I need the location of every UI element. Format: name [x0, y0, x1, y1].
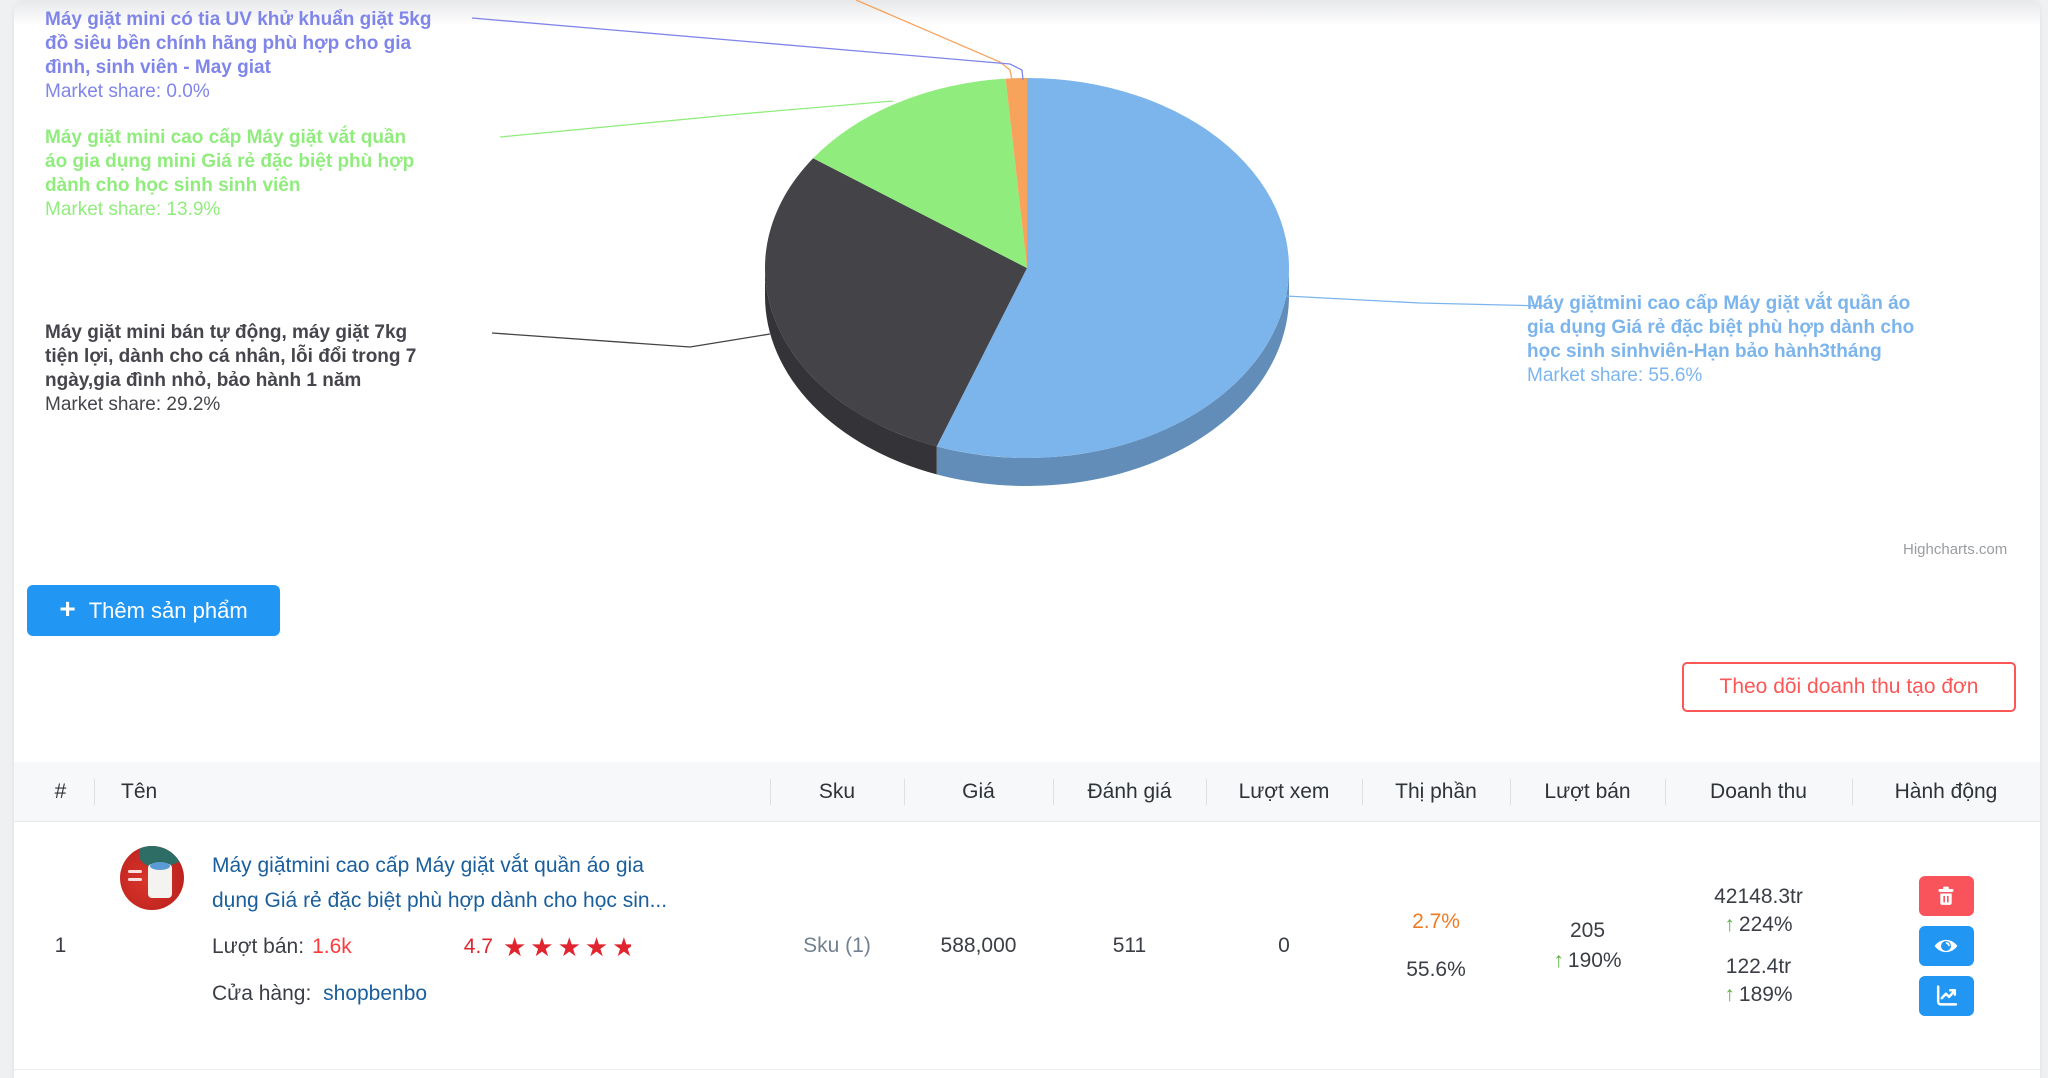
price-cell: 588,000 — [940, 933, 1017, 957]
revenue-recent: 122.4tr — [1725, 954, 1792, 978]
revenue-cell: 42148.3tr ↑ 224% 122.4tr ↑ 189% — [1665, 822, 1852, 1069]
add-product-button[interactable]: + Thêm sản phẩm — [27, 585, 280, 636]
actions-cell — [1852, 822, 2040, 1069]
product-image[interactable] — [120, 846, 184, 910]
pie-label-connector — [491, 332, 771, 348]
sold-cell: 205 ↑ 190% — [1510, 822, 1665, 1069]
delete-button[interactable] — [1918, 875, 1974, 916]
product-name-link[interactable]: Máy giặtmini cao cấp Máy giặt vắt quần á… — [212, 854, 668, 912]
view-button[interactable] — [1918, 925, 1974, 966]
col-header-sku: Sku — [770, 762, 904, 821]
track-revenue-button[interactable]: Theo dõi doanh thu tạo đơn — [1682, 662, 2016, 712]
sold-count: 205 — [1569, 918, 1606, 942]
eye-icon — [1934, 939, 1958, 952]
sold-growth: 190% — [1567, 948, 1622, 972]
pie-label-connector — [1285, 295, 1546, 307]
add-product-label: Thêm sản phẩm — [88, 597, 248, 623]
sold-label: Lượt bán: — [212, 935, 305, 958]
col-header-index: # — [54, 779, 67, 803]
pie-slice[interactable] — [1005, 78, 1027, 268]
sku-cell[interactable]: Sku (1) — [803, 933, 871, 957]
revenue-total: 42148.3tr — [1714, 884, 1803, 908]
pie-chart-canvas[interactable] — [14, 0, 2040, 740]
table-header: # Tên Sku Giá Đánh giá Lượt xem Thị phần… — [14, 762, 2040, 822]
view-count-cell: 0 — [1278, 933, 1290, 957]
pie-slice[interactable] — [936, 78, 1289, 458]
pie-slice[interactable] — [813, 78, 1027, 268]
col-header-revenue: Doanh thu — [1665, 762, 1852, 821]
pie-slice-side[interactable] — [936, 268, 1289, 486]
row-index: 1 — [54, 933, 67, 957]
up-arrow-icon: ↑ — [1553, 948, 1564, 972]
review-count-cell: 511 — [1112, 933, 1147, 957]
share-total: 55.6% — [1406, 957, 1466, 981]
store-label: Cửa hàng: — [212, 982, 312, 1005]
revenue-total-growth: 224% — [1738, 912, 1793, 936]
up-arrow-icon: ↑ — [1724, 912, 1735, 936]
col-header-actions: Hành động — [1852, 762, 2040, 821]
pie-slice-side[interactable] — [765, 268, 937, 475]
store-link[interactable]: shopbenbo — [323, 982, 428, 1005]
plus-icon: + — [59, 593, 76, 624]
pie-label-connector — [471, 17, 1024, 81]
share-recent: 2.7% — [1412, 909, 1460, 933]
col-header-price: Giá — [904, 762, 1053, 821]
market-share-cell: 2.7% 55.6% — [1362, 822, 1510, 1069]
sold-value: 1.6k — [312, 935, 352, 958]
product-cell: Máy giặtmini cao cấp Máy giặt vắt quần á… — [94, 822, 770, 1069]
line-chart-icon — [1936, 985, 1957, 1006]
pie-label-connector — [499, 100, 894, 138]
star-rating: ★★★★★ ★★★★★ — [502, 932, 640, 962]
pie-label-ban-tu-dong: Máy giặt mini bán tự động, máy giặt 7kg … — [45, 322, 417, 415]
market-share-pie-chart: Máy giặt mini có tia UV khử khuẩn giặt 5… — [14, 0, 2040, 740]
col-header-sold: Lượt bán — [1510, 762, 1665, 821]
up-arrow-icon: ↑ — [1724, 982, 1735, 1006]
pie-label-uv-5kg: Máy giặt mini có tia UV khử khuẩn giặt 5… — [45, 9, 432, 102]
col-header-market-share: Thị phần — [1362, 762, 1510, 821]
chart-button[interactable] — [1918, 975, 1974, 1016]
revenue-recent-growth: 189% — [1738, 982, 1793, 1006]
rating-value: 4.7 — [463, 935, 493, 958]
pie-label-hoc-sinh: Máy giặt mini cao cấp Máy giặt vắt quần … — [45, 127, 415, 220]
trash-icon — [1938, 886, 1954, 905]
highcharts-credit[interactable]: Highcharts.com — [1903, 541, 2008, 558]
content-card: Máy giặt mini có tia UV khử khuẩn giặt 5… — [14, 0, 2040, 1078]
table-row: 1 Máy giặtmini cao cấp Máy giặt vắt quần… — [14, 822, 2040, 1070]
pie-label-cao-cap: Máy giặtmini cao cấp Máy giặt vắt quần á… — [1527, 293, 1915, 386]
col-header-views: Lượt xem — [1206, 762, 1362, 821]
pie-label-connector — [855, 0, 1013, 81]
col-header-name: Tên — [94, 762, 770, 821]
col-header-rating: Đánh giá — [1053, 762, 1206, 821]
pie-slice[interactable] — [765, 158, 1027, 447]
